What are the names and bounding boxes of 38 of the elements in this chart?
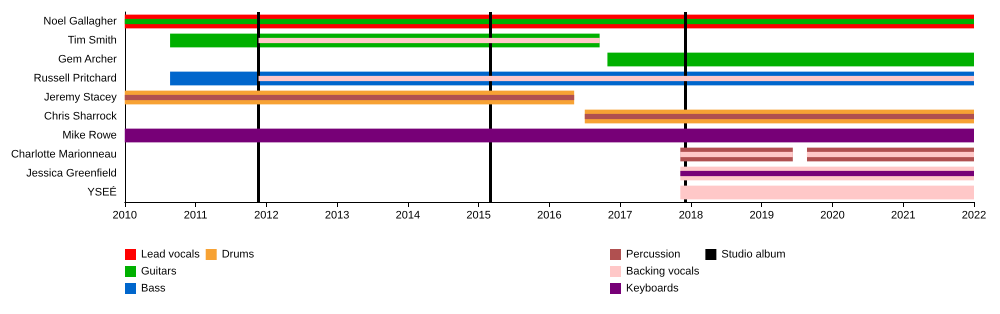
y-tick-label: YSEÉ (87, 186, 117, 198)
x-tick-label: 2012 (254, 210, 279, 222)
y-tick-label: Gem Archer (58, 54, 118, 66)
legend-label: Studio album (721, 248, 786, 260)
x-tick-label: 2021 (890, 210, 916, 222)
x-tick-label: 2018 (678, 210, 704, 222)
legend-label: Guitars (141, 266, 177, 278)
y-tick-label: Russell Pritchard (34, 72, 117, 84)
bar (680, 152, 793, 158)
legend-label: Backing vocals (626, 266, 700, 278)
y-tick-label: Charlotte Marionneau (10, 148, 117, 160)
x-tick-label: 2011 (184, 210, 208, 222)
bar (258, 38, 600, 44)
y-tick-label: Jeremy Stacey (44, 92, 118, 104)
y-tick-label: Tim Smith (68, 34, 117, 46)
legend-label: Lead vocals (141, 248, 200, 260)
bar (124, 94, 574, 100)
bar (584, 114, 974, 120)
y-tick-label: Noel Gallagher (43, 16, 118, 28)
x-tick-label: 2019 (749, 210, 774, 222)
bar (806, 152, 974, 158)
x-tick-label: 2016 (537, 210, 562, 222)
bar (607, 52, 974, 66)
bar (258, 76, 974, 82)
legend-label: Keyboards (626, 282, 680, 294)
y-tick-label: Mike Rowe (62, 130, 117, 142)
x-tick-label: 2020 (820, 210, 845, 222)
x-tick-label: 2014 (396, 210, 420, 222)
y-tick-label: Chris Sharrock (44, 110, 118, 122)
x-tick-label: 2010 (112, 210, 138, 222)
legend-label: Percussion (626, 248, 680, 260)
legend-label: Bass (141, 282, 166, 294)
x-tick-label: 2017 (608, 210, 632, 222)
y-tick-label: Jessica Greenfield (26, 168, 117, 180)
x-tick-label: 2015 (466, 210, 491, 222)
x-tick-label: 2013 (324, 210, 350, 222)
legend-label: Drums (222, 248, 255, 260)
x-tick-label: 2022 (962, 210, 986, 222)
